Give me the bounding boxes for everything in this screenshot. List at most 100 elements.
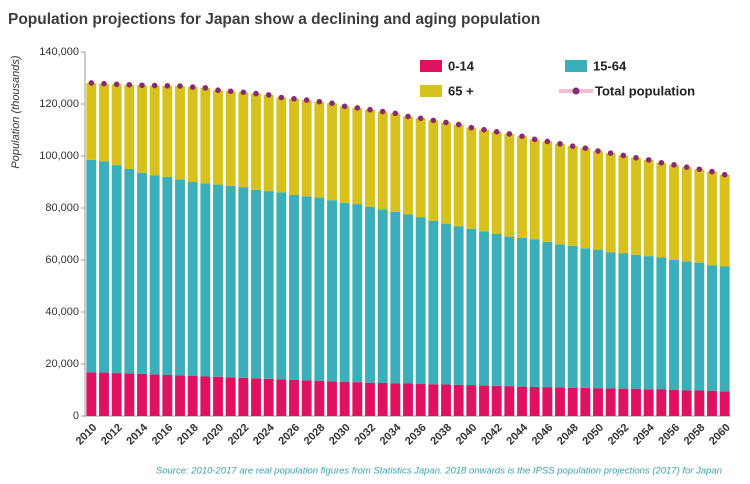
- bar-segment: [225, 185, 236, 378]
- bar-segment: [175, 179, 185, 376]
- x-tick-label: 2030: [327, 422, 353, 448]
- total-marker: [354, 105, 361, 111]
- y-tick-label: 20,000: [45, 358, 79, 370]
- bar-segment: [441, 122, 451, 224]
- bar-segment: [555, 244, 565, 388]
- bar-segment: [225, 91, 236, 186]
- bar-segment: [403, 116, 413, 215]
- x-tick-label: 2040: [454, 422, 480, 448]
- bar-segment: [149, 175, 160, 375]
- total-marker: [139, 82, 145, 89]
- total-marker: [367, 106, 373, 113]
- bar-segment: [605, 252, 616, 389]
- total-marker: [658, 159, 665, 166]
- bar-segment: [251, 93, 261, 190]
- total-marker: [645, 157, 652, 163]
- x-tick-label: 2018: [175, 422, 201, 448]
- bar-segment: [301, 380, 312, 416]
- x-tick-label: 2048: [555, 422, 581, 448]
- total-marker: [519, 133, 525, 140]
- total-marker: [417, 115, 424, 122]
- x-tick-label: 2054: [631, 421, 657, 447]
- bar-segment: [466, 228, 477, 386]
- bar-segment: [390, 383, 401, 416]
- total-marker: [151, 82, 158, 89]
- bar-segment: [479, 231, 489, 386]
- bar-segment: [263, 94, 274, 192]
- bar-segment: [466, 385, 477, 416]
- bar-segment: [580, 387, 591, 416]
- bar-segment: [137, 172, 147, 374]
- total-marker: [379, 108, 386, 115]
- bar-segment: [327, 103, 337, 201]
- bar-segment: [453, 124, 464, 227]
- bar-segment: [618, 388, 629, 416]
- bar-segment: [504, 236, 515, 387]
- bar-segment: [352, 204, 363, 383]
- x-tick-label: 2052: [606, 422, 632, 448]
- total-marker: [316, 98, 323, 105]
- legend-swatch: [420, 60, 442, 72]
- bar-segment: [365, 109, 375, 207]
- bar-segment: [213, 184, 223, 377]
- bar-segment: [694, 262, 705, 391]
- total-marker: [557, 140, 563, 147]
- y-tick-label: 0: [73, 410, 79, 422]
- total-marker: [88, 80, 95, 86]
- legend-swatch: [420, 85, 442, 97]
- x-tick-label: 2034: [378, 421, 404, 447]
- bar-segment: [491, 234, 502, 386]
- x-tick-label: 2016: [150, 422, 176, 448]
- total-marker: [493, 129, 500, 135]
- x-tick-label: 2046: [530, 422, 556, 448]
- bar-segment: [491, 131, 502, 234]
- total-marker: [291, 96, 297, 102]
- bar-segment: [567, 245, 578, 388]
- total-marker: [253, 90, 259, 97]
- bar-segment: [707, 265, 717, 391]
- total-marker: [607, 150, 614, 156]
- bar-segment: [137, 85, 147, 173]
- total-marker: [202, 85, 209, 91]
- bar-segment: [187, 87, 198, 182]
- total-marker: [113, 81, 120, 88]
- bar-segment: [517, 237, 527, 387]
- bar-segment: [428, 221, 439, 385]
- bar-segment: [111, 373, 122, 416]
- bar-segment: [504, 133, 515, 237]
- bar-segment: [631, 388, 641, 416]
- bar-segment: [301, 196, 312, 381]
- bar-segment: [643, 159, 654, 257]
- bar-segment: [453, 226, 464, 385]
- bar-segment: [377, 111, 388, 210]
- x-tick-label: 2044: [504, 421, 530, 447]
- bar-segment: [707, 171, 717, 266]
- legend-label: Total population: [595, 83, 695, 98]
- bar-segment: [213, 376, 223, 416]
- total-marker: [392, 110, 399, 117]
- bar-segment: [504, 386, 515, 416]
- bar-segment: [327, 200, 337, 382]
- total-marker: [265, 92, 272, 98]
- bar-segment: [137, 373, 147, 416]
- total-marker: [531, 136, 538, 143]
- bar-segment: [529, 386, 540, 416]
- bar-segment: [162, 85, 173, 177]
- bar-segment: [352, 107, 363, 205]
- total-marker: [101, 80, 107, 87]
- bar-segment: [529, 139, 540, 240]
- total-marker: [544, 138, 551, 145]
- y-tick-label: 120,000: [39, 98, 79, 110]
- total-marker: [709, 168, 715, 175]
- total-marker: [633, 155, 639, 161]
- legend-label: 15-64: [593, 58, 627, 73]
- bar-segment: [251, 189, 261, 379]
- bar-segment: [238, 377, 249, 416]
- y-tick-label: 80,000: [45, 202, 79, 214]
- bar-segment: [200, 87, 211, 184]
- bar-segment: [605, 388, 616, 416]
- total-marker: [341, 103, 348, 110]
- total-marker: [620, 152, 627, 159]
- total-marker: [215, 87, 221, 94]
- bar-segment: [555, 143, 565, 245]
